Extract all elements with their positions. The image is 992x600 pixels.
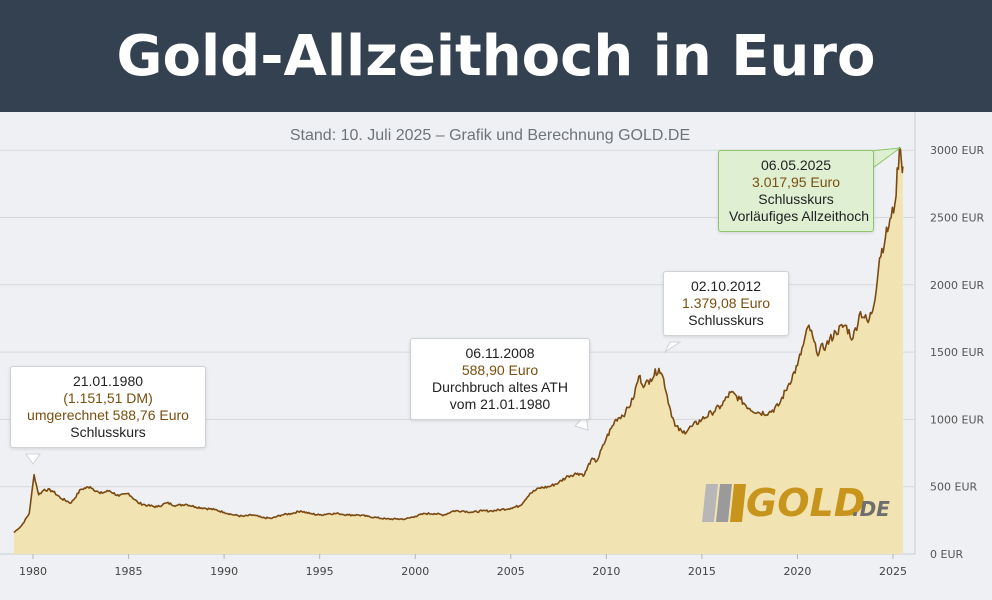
annotation-date: 21.01.1980 xyxy=(72,373,144,389)
annotation-note: Schlusskurs xyxy=(758,191,834,207)
annotation-date: 06.11.2008 xyxy=(465,345,535,361)
x-tick-label: 2005 xyxy=(497,565,525,578)
chart-area: 0 EUR 500 EUR 1000 EUR 1500 EUR 2000 EUR 2500… xyxy=(0,112,992,600)
annotation-2012: 02.10.2012 1.379,08 Euro Schlusskurs xyxy=(663,271,789,336)
y-axis-ticks: 0 EUR 500 EUR 1000 EUR 1500 EUR 2000 EUR 2500… xyxy=(930,144,984,561)
annotation-1980: 21.01.1980 (1.151,51 DM) umgerechnet 588… xyxy=(10,366,206,448)
annotation-value: 588,90 Euro xyxy=(461,362,539,378)
logo-text: GOLD xyxy=(746,481,865,525)
chart-subtitle: Stand: 10. Juli 2025 – Grafik und Berech… xyxy=(289,127,691,144)
y-tick-label: 500 EUR xyxy=(930,481,977,494)
y-tick-label: 2000 EUR xyxy=(930,279,984,292)
y-tick-label: 2500 EUR xyxy=(930,212,984,225)
annotation-date: 06.05.2025 xyxy=(760,157,832,173)
series-line xyxy=(13,147,904,534)
x-tick-label: 2025 xyxy=(879,565,907,578)
y-tick-label: 0 EUR xyxy=(930,548,963,561)
annotation-note: vom 21.01.1980 xyxy=(449,396,551,412)
annotation-date: 02.10.2012 xyxy=(690,278,762,294)
annotation-value: umgerechnet 588,76 Euro xyxy=(27,407,189,423)
x-tick-label: 1985 xyxy=(115,565,143,578)
y-tick-label: 1000 EUR xyxy=(930,413,984,426)
annotation-value: 3.017,95 Euro xyxy=(752,174,840,190)
gold-price-chart: 0 EUR 500 EUR 1000 EUR 1500 EUR 2000 EUR 2500… xyxy=(0,112,984,578)
gold-de-logo: GOLD .DE xyxy=(702,481,890,525)
page-title: Gold-Allzeithoch in Euro xyxy=(116,23,876,89)
annotation-value: 1.379,08 Euro xyxy=(682,295,770,311)
x-tick-label: 2015 xyxy=(688,565,716,578)
x-axis-ticks: 1980 1985 1990 1995 2000 2005 2010 2015 2020 2025 xyxy=(19,554,907,578)
annotation-2025: 06.05.2025 3.017,95 Euro Schlusskurs Vor… xyxy=(718,150,874,232)
logo-suffix: .DE xyxy=(852,497,890,521)
x-tick-label: 2020 xyxy=(783,565,811,578)
annotation-note: Schlusskurs xyxy=(70,424,146,440)
pointer-1980 xyxy=(25,453,41,465)
annotation-note: Vorläufiges Allzeithoch xyxy=(729,208,870,224)
header-banner: Gold-Allzeithoch in Euro xyxy=(0,0,992,112)
annotation-note: Schlusskurs xyxy=(688,312,764,328)
annotation-2008: 06.11.2008 588,90 Euro Durchbruch altes … xyxy=(410,338,590,420)
pointer-2012 xyxy=(663,341,682,354)
annotation-value: (1.151,51 DM) xyxy=(63,390,153,406)
y-tick-label: 1500 EUR xyxy=(930,346,984,359)
y-tick-label: 3000 EUR xyxy=(930,144,984,157)
x-tick-label: 2000 xyxy=(401,565,429,578)
annotation-note: Durchbruch altes ATH xyxy=(432,379,568,395)
area-fill xyxy=(13,147,903,555)
x-tick-label: 1990 xyxy=(210,565,238,578)
x-tick-label: 2010 xyxy=(592,565,620,578)
area-fill-group xyxy=(13,147,904,555)
x-tick-label: 1980 xyxy=(19,565,47,578)
x-tick-label: 1995 xyxy=(306,565,334,578)
